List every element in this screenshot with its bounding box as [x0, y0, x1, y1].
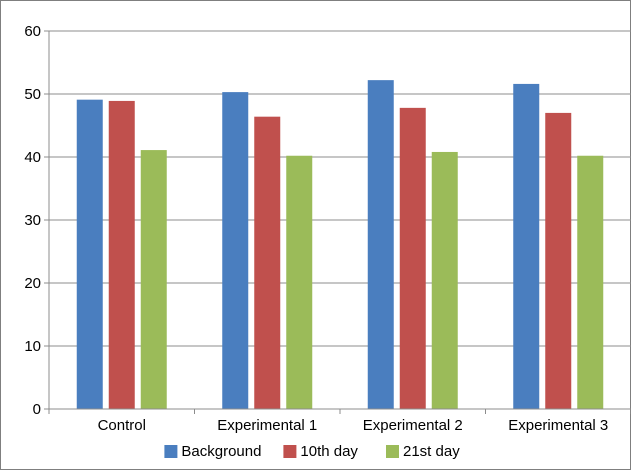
- bars: [76, 80, 604, 410]
- bar-10th-day-experimental-3: [545, 112, 572, 410]
- bar-background-experimental-1: [222, 92, 249, 410]
- y-tick-label: 40: [24, 149, 41, 166]
- y-axis-tick-labels: 0 10 20 30 40 50 60: [24, 23, 41, 418]
- bar-10th-day-experimental-2: [399, 107, 426, 410]
- legend-label: 10th day: [300, 443, 358, 460]
- x-tick-label: Experimental 1: [217, 417, 317, 434]
- x-tick-label: Experimental 3: [508, 417, 608, 434]
- legend-swatch-10th-day: [283, 445, 297, 458]
- y-tick-label: 10: [24, 338, 41, 355]
- y-tick-label: 30: [24, 212, 41, 229]
- bar-21st-day-experimental-3: [577, 155, 604, 409]
- legend-label: 21st day: [403, 443, 460, 460]
- x-axis-tick-labels: Control Experimental 1 Experimental 2 Exper…: [98, 417, 609, 434]
- bar-10th-day-control: [108, 100, 135, 410]
- y-tick-label: 20: [24, 275, 41, 292]
- bar-21st-day-experimental-2: [431, 151, 458, 409]
- legend: Background 10th day 21st day: [164, 443, 460, 460]
- x-tick-label: Control: [98, 417, 146, 434]
- bar-background-experimental-3: [513, 83, 540, 410]
- bar-background-experimental-2: [367, 80, 394, 409]
- y-tick-label: 60: [24, 23, 41, 40]
- bar-10th-day-experimental-1: [254, 116, 281, 410]
- legend-swatch-21st-day: [386, 445, 399, 458]
- legend-swatch-background: [164, 445, 178, 458]
- axes: [48, 31, 631, 414]
- legend-label: Background: [181, 443, 261, 460]
- bar-background-control: [76, 99, 103, 410]
- y-tick-label: 0: [33, 401, 41, 418]
- y-tick-label: 50: [24, 86, 41, 103]
- x-tick-label: Experimental 2: [363, 417, 463, 434]
- bar-21st-day-control: [140, 150, 167, 409]
- bar-21st-day-experimental-1: [286, 155, 313, 409]
